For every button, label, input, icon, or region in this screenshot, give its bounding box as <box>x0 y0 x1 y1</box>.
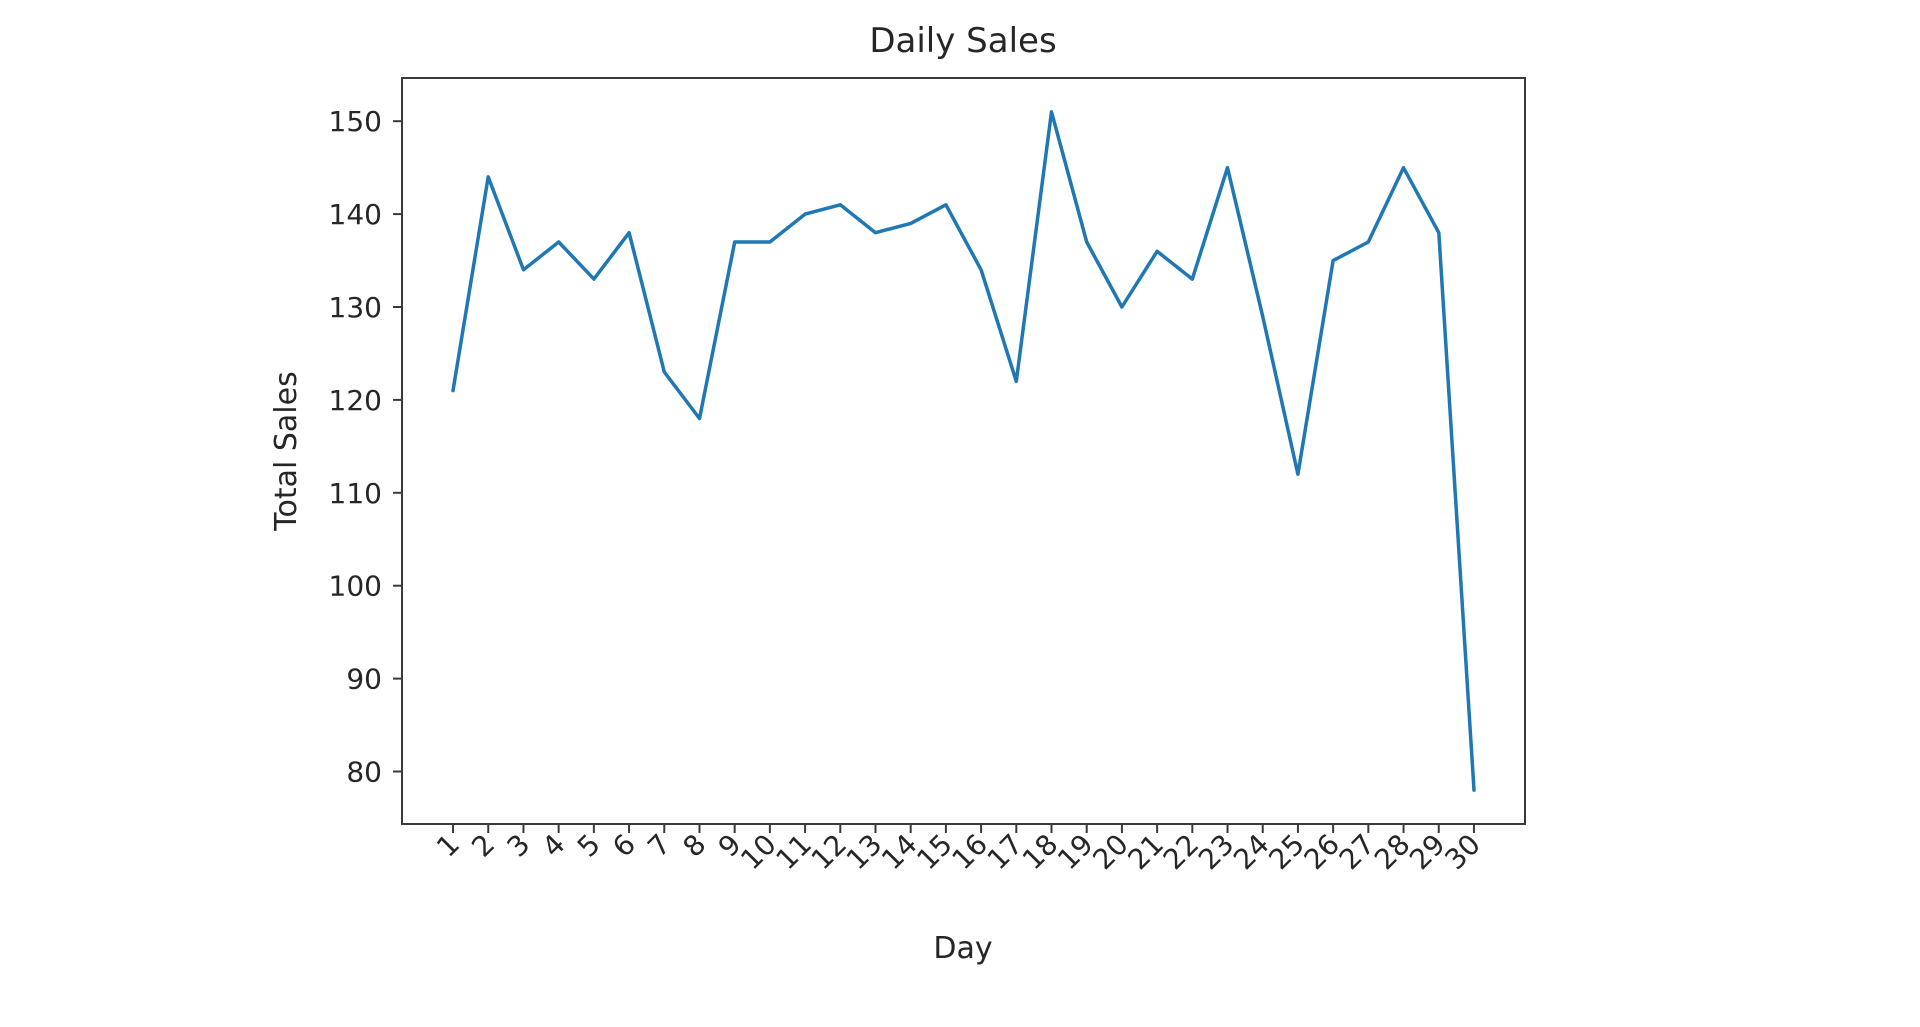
x-tick-label: 8 <box>676 828 712 864</box>
y-tick-label: 110 <box>329 477 382 510</box>
x-tick-label: 5 <box>571 828 607 864</box>
y-axis-title: Total Sales <box>269 371 304 531</box>
y-tick-label: 130 <box>329 291 382 324</box>
y-tick-label: 140 <box>329 198 382 231</box>
y-tick-label: 80 <box>346 756 382 789</box>
x-tick-label: 2 <box>465 828 501 864</box>
y-tick-label: 100 <box>329 570 382 603</box>
x-tick-label: 1 <box>430 828 466 864</box>
chart-title: Daily Sales <box>869 21 1056 61</box>
plot-area <box>401 77 1526 825</box>
y-tick-label: 150 <box>329 105 382 138</box>
x-axis-title: Day <box>933 931 992 966</box>
x-tick-label: 4 <box>536 828 572 864</box>
y-axis-ticks: 80 90 100 110 120 130 140 150 <box>329 105 402 789</box>
sales-line-series <box>451 110 1476 792</box>
x-tick-label: 3 <box>500 828 536 864</box>
x-tick-label: 30 <box>1438 828 1487 877</box>
y-tick-label: 120 <box>329 384 382 417</box>
x-tick-label: 6 <box>606 828 642 864</box>
y-tick-label: 90 <box>346 663 382 696</box>
x-axis-ticks: 1 2 3 4 5 6 7 8 91011121314151617181920212223242… <box>430 824 1487 876</box>
x-tick-label: 7 <box>641 828 677 864</box>
